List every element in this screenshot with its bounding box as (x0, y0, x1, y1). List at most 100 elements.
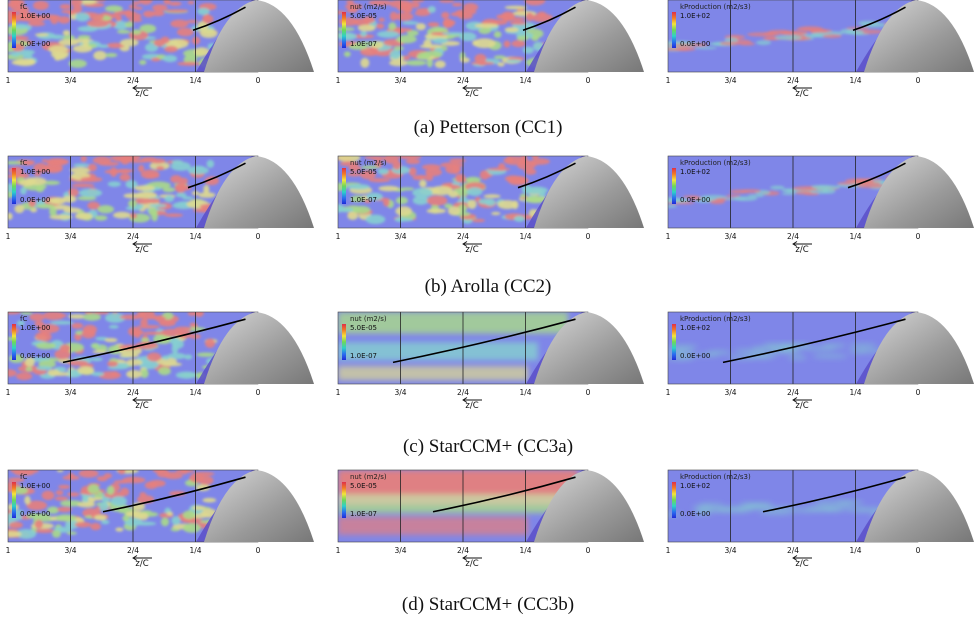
contour-plot (7, 0, 314, 73)
contour-plot (7, 155, 314, 229)
subfigure-caption: (a) Petterson (CC1) (413, 117, 563, 138)
left-arrow-icon (462, 241, 482, 247)
colorbar-min-label: 0.0E+00 (20, 352, 51, 360)
colorbar-min-label: 0.0E+00 (20, 510, 51, 518)
axis-tick-label: 1 (665, 76, 671, 85)
axis-tick-label: 2/4 (786, 546, 800, 555)
axis-tick-label: 3/4 (724, 388, 737, 397)
colorbar-max-label: 5.0E-05 (350, 12, 377, 20)
contour-panel: kProduction (m2/s3) 1.0E+02 0.0E+00 1 3/4 2/4… (666, 311, 976, 416)
axis-tick-label: 3/4 (394, 76, 407, 85)
axis-tick-label: 2/4 (786, 388, 800, 397)
axis-label: z/C (135, 245, 149, 255)
colorbar-min-label: 1.0E-07 (350, 196, 377, 204)
axis-tick-label: 0 (255, 388, 261, 397)
station-lines (70, 156, 196, 228)
contour-panel: fC 1.0E+00 0.0E+00 1 3/4 2/4 1/4 0 z/C (6, 155, 318, 260)
subfigure-caption: (d) StarCCM+ (CC3b) (401, 594, 575, 615)
bow-wave-line (522, 6, 576, 32)
axis-label: z/C (465, 401, 479, 411)
colorbar (12, 12, 16, 48)
field-label: kProduction (m2/s3) (680, 159, 751, 167)
axis-tick-label: 0 (915, 388, 921, 397)
hull-body (864, 0, 974, 72)
colorbar-max-label: 1.0E+00 (20, 324, 51, 332)
axis-tick-label: 1 (5, 388, 11, 397)
axis-tick-label: 1/4 (189, 546, 202, 555)
contour-panel: nut (m2/s) 5.0E-05 1.0E-07 1 3/4 2/4 1/4 0 z/C (336, 0, 648, 104)
field-label: fC (20, 159, 28, 167)
axis-tick-label: 1/4 (849, 388, 862, 397)
contour-plot (337, 469, 644, 543)
hull-body (204, 0, 314, 72)
colorbar-max-label: 1.0E+02 (680, 12, 711, 20)
axis-tick-label: 3/4 (64, 76, 77, 85)
contour-panel: kProduction (m2/s3) 1.0E+02 0.0E+00 1 3/4 2/4… (665, 0, 976, 104)
station-lines (400, 156, 526, 228)
contour-plot (667, 311, 974, 385)
field-pattern (338, 470, 578, 535)
colorbar-min-label: 0.0E+00 (20, 40, 51, 48)
bow-wave-line (517, 162, 576, 189)
field-pattern (338, 312, 568, 381)
axis-tick-label: 3/4 (394, 388, 407, 397)
colorbar (672, 12, 676, 48)
axis-tick-label: 1/4 (189, 388, 202, 397)
contour-panel: nut (m2/s) 5.0E-05 1.0E-07 1 3/4 2/4 1/4 0 z/C (335, 311, 648, 416)
left-arrow-icon (132, 397, 152, 403)
colorbar-min-label: 1.0E-07 (350, 352, 377, 360)
axis-tick-label: 3/4 (724, 76, 737, 85)
axis-label: z/C (135, 89, 149, 99)
figure-row: fC 1.0E+00 0.0E+00 1 3/4 2/4 1/4 0 z/C nut (m2/s)… (0, 469, 976, 574)
bow-wave-line (762, 476, 906, 513)
field-pattern (668, 175, 904, 208)
axis-label: z/C (465, 559, 479, 569)
contour-plot (667, 0, 974, 73)
left-arrow-icon (792, 85, 812, 91)
colorbar (12, 324, 16, 360)
axis-tick-label: 2/4 (126, 546, 140, 555)
axis-tick-label: 1 (335, 388, 341, 397)
field-label: fC (20, 3, 28, 11)
axis-tick-label: 1/4 (849, 232, 862, 241)
bow-wave-line (722, 318, 906, 364)
left-arrow-icon (792, 241, 812, 247)
axis-tick-label: 1/4 (519, 232, 532, 241)
axis-tick-label: 3/4 (724, 232, 737, 241)
colorbar (342, 12, 346, 48)
axis-label: z/C (135, 401, 149, 411)
colorbar-max-label: 5.0E-05 (350, 324, 377, 332)
axis-tick-label: 2/4 (126, 76, 140, 85)
hull-body (534, 156, 644, 228)
colorbar (342, 168, 346, 204)
hull-body (534, 470, 644, 542)
axis-tick-label: 0 (585, 388, 591, 397)
left-arrow-icon (132, 241, 152, 247)
axis-tick-label: 0 (585, 232, 591, 241)
axis-label: z/C (465, 89, 479, 99)
colorbar-min-label: 0.0E+00 (680, 196, 711, 204)
axis-tick-label: 2/4 (126, 388, 140, 397)
contour-panel: fC 1.0E+00 0.0E+00 1 3/4 2/4 1/4 0 z/C (5, 311, 318, 416)
axis-tick-label: 2/4 (786, 76, 800, 85)
station-lines (70, 0, 196, 72)
hull-body (534, 312, 644, 384)
axis-tick-label: 2/4 (456, 232, 470, 241)
axis-tick-label: 1/4 (849, 546, 862, 555)
axis-tick-label: 1 (665, 232, 671, 241)
field-pattern (8, 0, 218, 68)
station-lines (730, 0, 856, 72)
colorbar-max-label: 1.0E+00 (20, 482, 51, 490)
colorbar-max-label: 5.0E-05 (350, 168, 377, 176)
bow-wave-line (852, 6, 906, 32)
contour-panel: nut (m2/s) 5.0E-05 1.0E-07 1 3/4 2/4 1/4 0 z/C (335, 469, 648, 574)
bow-wave-line (187, 162, 246, 189)
bow-wave-line (102, 476, 246, 513)
colorbar-min-label: 0.0E+00 (680, 510, 711, 518)
axis-tick-label: 0 (915, 76, 921, 85)
axis-label: z/C (795, 89, 809, 99)
bow-wave-line (392, 318, 576, 364)
axis-tick-label: 2/4 (786, 232, 800, 241)
axis-tick-label: 1 (335, 546, 341, 555)
field-pattern (8, 312, 218, 381)
